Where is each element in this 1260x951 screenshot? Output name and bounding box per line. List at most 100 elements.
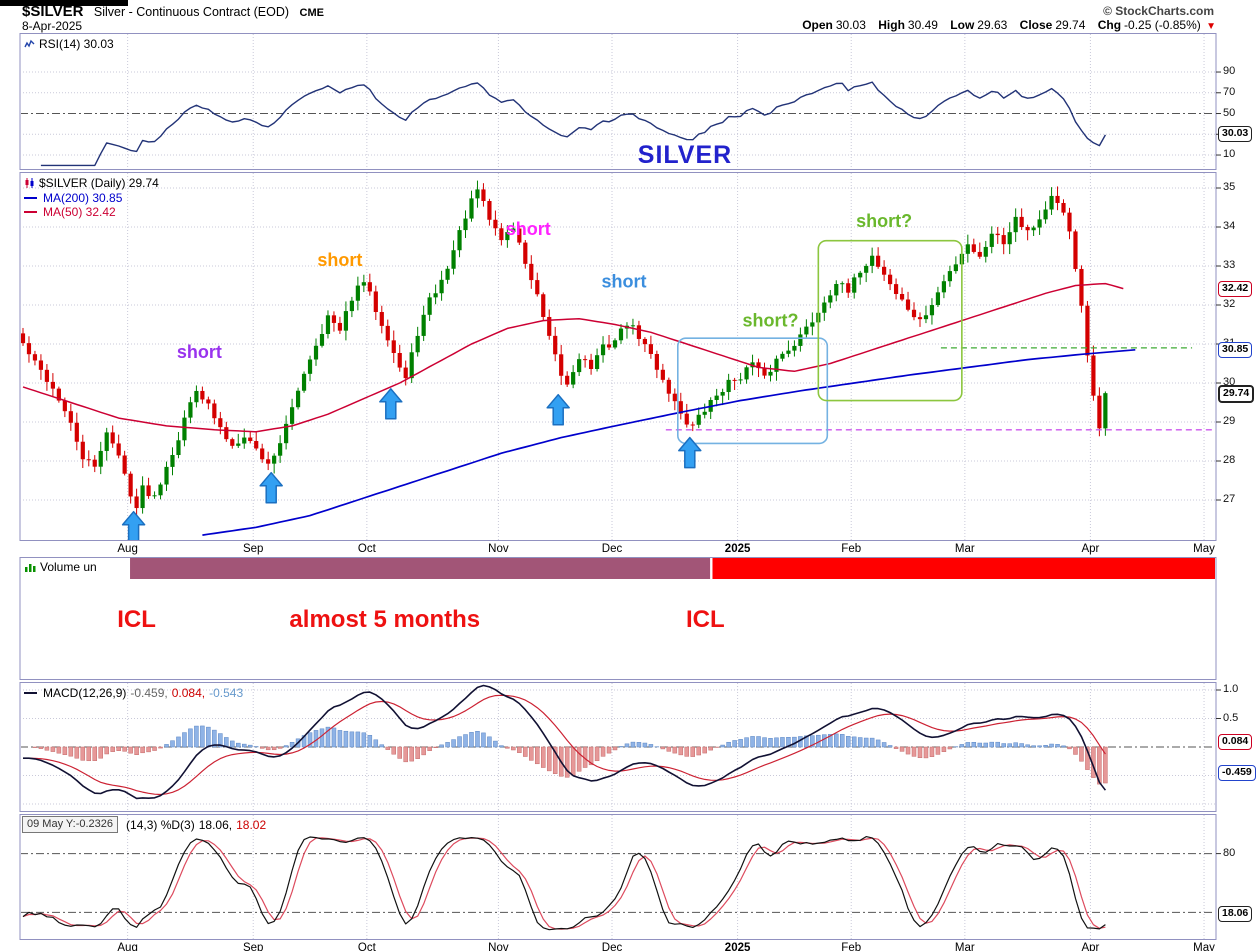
rsi-legend: RSI(14) 30.03 — [24, 37, 114, 51]
rsi-value-tag: 30.03 — [1218, 126, 1253, 143]
buy-arrow-annotation — [259, 471, 283, 504]
ma200-value-tag: 30.85 — [1218, 341, 1253, 358]
exchange-label: CME — [299, 7, 324, 19]
short-annotation: short — [177, 342, 222, 362]
rsi-panel-canvas[interactable]: SILVER — [0, 33, 1260, 170]
rsi-axis-label: 50 — [1223, 106, 1236, 119]
month-label: Mar — [954, 942, 975, 951]
buy-arrow-annotation — [546, 393, 570, 426]
rsi-legend-icon — [24, 39, 35, 48]
price-legend-ma50: MA(50) 32.42 — [24, 205, 116, 219]
high-label: High — [878, 18, 905, 32]
price-axis-label: 28 — [1223, 454, 1236, 466]
price-axis-label: 30 — [1223, 376, 1236, 388]
x-axis-months: Aug Sep Oct Nov Dec 2025 Feb Mar Apr May — [0, 542, 1260, 557]
month-label: Sep — [242, 543, 264, 555]
month-label: Aug — [117, 942, 138, 951]
cycle-label: ICL — [117, 606, 156, 633]
short-annotation: short — [317, 250, 362, 270]
month-label: Oct — [357, 942, 376, 951]
month-label: Nov — [488, 543, 509, 555]
month-label: Aug — [117, 543, 138, 555]
short-annotation: short? — [856, 211, 912, 231]
cycle-label: almost 5 months — [289, 606, 480, 633]
macd-line-tag: -0.459 — [1218, 765, 1256, 782]
price-legend-symbol: $SILVER (Daily) 29.74 — [24, 176, 159, 190]
price-axis-label: 27 — [1223, 493, 1236, 505]
buy-arrow-annotation — [379, 388, 403, 420]
month-label: Nov — [488, 942, 509, 951]
ma50-legend-text: MA(50) 32.42 — [43, 205, 116, 219]
cycle-span-bar — [712, 558, 1215, 579]
chart-header: $SILVER Silver - Continuous Contract (EO… — [22, 3, 324, 21]
month-label: Dec — [601, 543, 623, 555]
macd-hist-value: -0.543 — [209, 686, 244, 700]
crosshair-tooltip: 09 May Y:-0.2326 — [22, 816, 119, 833]
instrument-name: Silver - Continuous Contract (EOD) — [93, 5, 290, 19]
price-axis-label: 33 — [1223, 259, 1236, 271]
macd-line-sample — [24, 692, 37, 694]
stoch-panel-canvas[interactable] — [0, 814, 1260, 940]
ma50-value-tag: 32.42 — [1218, 280, 1253, 297]
rsi-axis-label: 70 — [1223, 85, 1236, 98]
macd-signal-value: 0.084, — [171, 686, 206, 700]
rsi-legend-text: RSI(14) 30.03 — [39, 37, 114, 51]
cycle-label: ICL — [686, 606, 725, 633]
price-axis-label: 34 — [1223, 220, 1236, 232]
x-axis-months-bottom: Aug Sep Oct Nov Dec 2025 Feb Mar Apr May — [0, 941, 1260, 951]
short-annotation: short? — [742, 311, 798, 331]
volume-panel-canvas[interactable]: ICL almost 5 months ICL — [0, 557, 1260, 680]
month-label: Sep — [242, 942, 264, 951]
change-down-arrow-icon: ▼ — [1206, 21, 1216, 32]
rsi-axis-label: 90 — [1223, 65, 1236, 78]
change-value: -0.25 (-0.85%) — [1124, 18, 1201, 32]
volume-bars-icon — [25, 564, 36, 572]
macd-signal-tag: 0.084 — [1218, 734, 1253, 751]
candlestick-icon — [25, 178, 34, 188]
volume-legend: Volume un — [24, 560, 97, 574]
ma50-line-sample — [24, 211, 37, 213]
month-label: Apr — [1081, 942, 1100, 951]
short-annotation: short — [601, 272, 646, 292]
open-value: 30.03 — [835, 18, 866, 32]
open-label: Open — [802, 18, 833, 32]
macd-panel-canvas[interactable] — [0, 682, 1260, 812]
close-value: 29.74 — [1055, 18, 1086, 32]
change-label: Chg — [1097, 18, 1122, 32]
month-label: Feb — [841, 942, 862, 951]
stoch-legend: 09 May Y:-0.2326 (14,3) %D(3) 18.06, 18.… — [22, 816, 266, 833]
price-axis-label: 32 — [1223, 298, 1236, 310]
close-price-tag: 29.74 — [1218, 385, 1255, 404]
low-label: Low — [950, 18, 975, 32]
macd-axis-label: 0.5 — [1223, 711, 1239, 724]
stockcharts-credit-link[interactable]: © StockCharts.com — [1103, 4, 1214, 18]
buy-arrow-annotation — [121, 510, 146, 540]
ma200-line-sample — [24, 197, 37, 199]
price-axis-label: 35 — [1223, 181, 1236, 193]
volume-legend-text: Volume un — [40, 560, 97, 574]
price-legend-ma200: MA(200) 30.85 — [24, 191, 122, 205]
month-label: Mar — [954, 543, 975, 555]
macd-legend: MACD(12,26,9) -0.459, 0.084, -0.543 — [24, 686, 243, 700]
month-label: Feb — [841, 543, 862, 555]
stoch-k-value: 18.06, — [198, 817, 233, 832]
ohlc-summary: Open 30.03 High 30.49 Low 29.63 Close 29.74 … — [793, 18, 1216, 32]
month-label: 2025 — [724, 942, 751, 951]
close-label: Close — [1019, 18, 1053, 32]
stoch-d-value: 18.02 — [236, 817, 267, 832]
month-label: 2025 — [724, 543, 751, 555]
price-legend-symbol-text: $SILVER (Daily) 29.74 — [39, 176, 159, 190]
month-label: Dec — [601, 942, 623, 951]
low-value: 29.63 — [977, 18, 1008, 32]
macd-legend-name: MACD(12,26,9) — [43, 686, 127, 700]
ma200-legend-text: MA(200) 30.85 — [43, 191, 123, 205]
stoch-legend-name: (14,3) %D(3) — [126, 817, 195, 832]
short-annotation: short — [506, 219, 551, 239]
macd-line-value: -0.459, — [130, 686, 168, 700]
buy-arrow-annotation — [678, 436, 702, 469]
symbol-label: $SILVER — [22, 3, 84, 20]
high-value: 30.49 — [907, 18, 938, 32]
price-panel-canvas[interactable]: short short short short short? short? — [0, 172, 1260, 541]
cycle-span-bar — [130, 558, 711, 579]
